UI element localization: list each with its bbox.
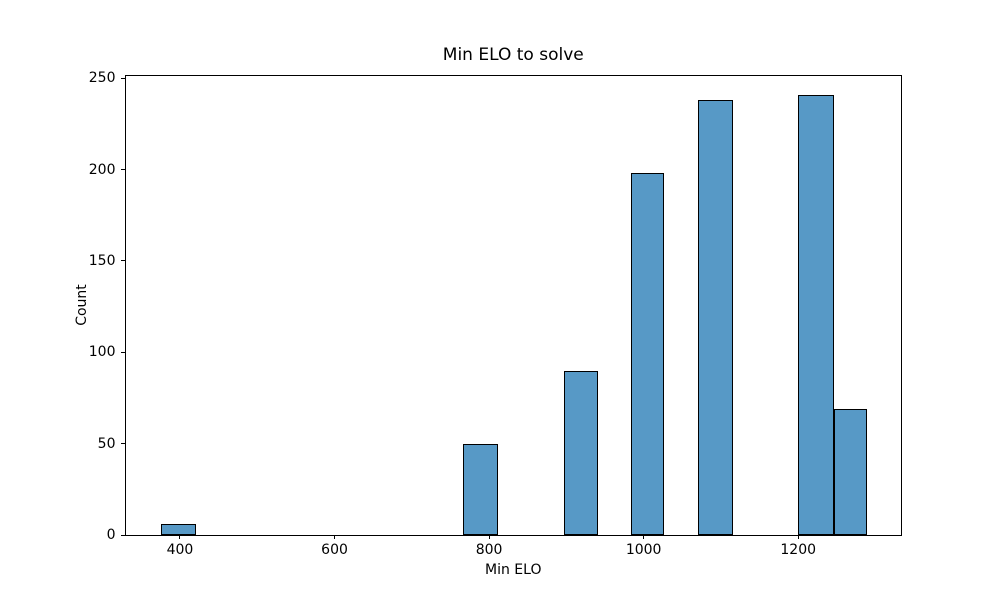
histogram-bar — [564, 370, 599, 535]
x-tick-mark — [797, 535, 799, 539]
y-tick-label: 250 — [88, 70, 116, 87]
histogram-bar — [833, 408, 867, 535]
x-axis-label: Min ELO — [485, 561, 542, 578]
y-tick-mark — [120, 443, 125, 445]
x-tick-label: 400 — [166, 542, 194, 558]
histogram-bar — [631, 173, 664, 535]
x-tick-mark — [179, 535, 181, 539]
chart-title: Min ELO to solve — [442, 44, 584, 65]
y-tick-mark — [120, 351, 125, 353]
histogram-bar — [160, 524, 197, 535]
x-tick-mark — [334, 535, 336, 539]
y-tick-label: 100 — [88, 344, 116, 361]
histogram-bar — [697, 100, 733, 535]
x-tick-label: 800 — [475, 542, 503, 558]
y-tick-label: 200 — [88, 161, 116, 178]
y-tick-mark — [120, 260, 125, 262]
y-tick-label: 150 — [88, 252, 116, 269]
y-axis-label: Count — [73, 284, 90, 327]
y-tick-mark — [120, 77, 125, 79]
x-tick-mark — [488, 535, 490, 539]
histogram-bar — [798, 94, 834, 535]
x-tick-label: 1000 — [625, 542, 662, 558]
plot-area: Min ELO to solve 400 600 800 1000 1200 0 50 100… — [74, 45, 902, 578]
x-tick-mark — [643, 535, 645, 539]
histogram-bar — [462, 443, 498, 535]
y-tick-label: 50 — [97, 435, 116, 452]
y-tick-mark — [120, 169, 125, 171]
y-tick-label: 0 — [106, 527, 116, 543]
y-tick-mark — [120, 534, 125, 536]
x-tick-label: 600 — [321, 542, 348, 558]
x-tick-label: 1200 — [780, 542, 817, 558]
